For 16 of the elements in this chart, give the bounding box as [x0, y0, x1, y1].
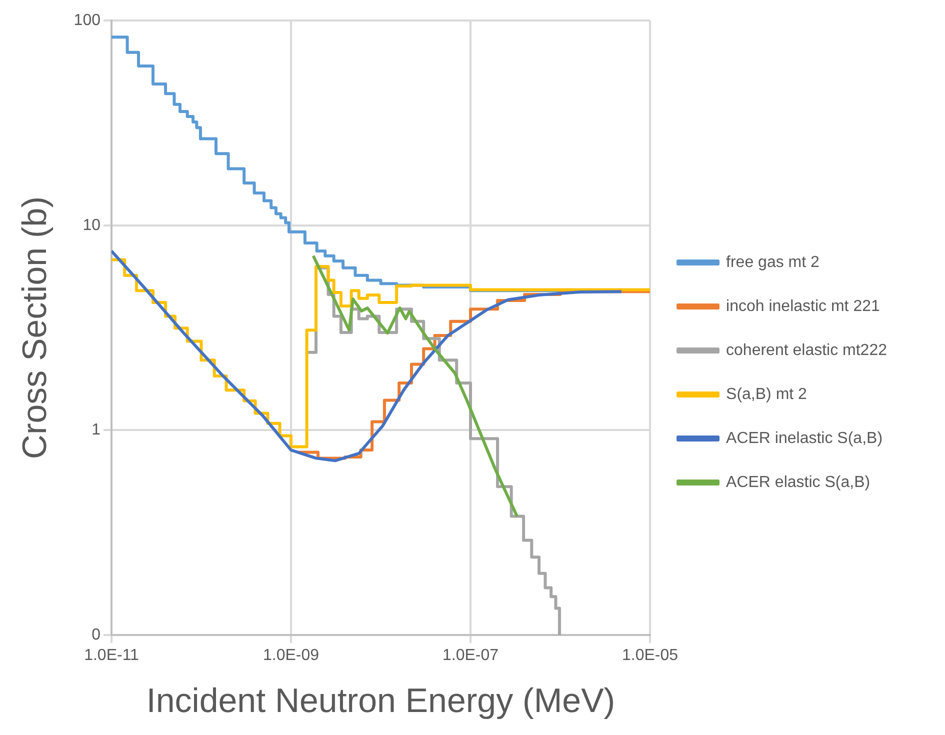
y-tick-label: 0: [92, 626, 101, 644]
y-tick-label: 1: [92, 422, 101, 439]
x-tick-label: 1.0E-05: [622, 647, 678, 664]
y-tick-label: 100: [74, 12, 101, 30]
legend-label: ACER elastic S(a,B): [726, 474, 870, 491]
x-tick-label: 1.0E-09: [262, 647, 320, 664]
legend-label: S(a,B) mt 2: [726, 386, 808, 403]
y-axis-title: Cross Section (b): [16, 196, 54, 460]
legend-label: free gas mt 2: [726, 254, 820, 271]
legend-label: incoh inelastic mt 221: [726, 298, 880, 315]
legend-label: ACER inelastic S(a,B): [726, 430, 883, 447]
y-tick-label: 10: [82, 216, 101, 234]
x-tick-label: 1.0E-11: [84, 647, 140, 664]
x-axis-title: Incident Neutron Energy (MeV): [146, 682, 616, 720]
x-tick-label: 1.0E-07: [442, 647, 499, 664]
legend-label: coherent elastic mt222: [726, 342, 888, 359]
